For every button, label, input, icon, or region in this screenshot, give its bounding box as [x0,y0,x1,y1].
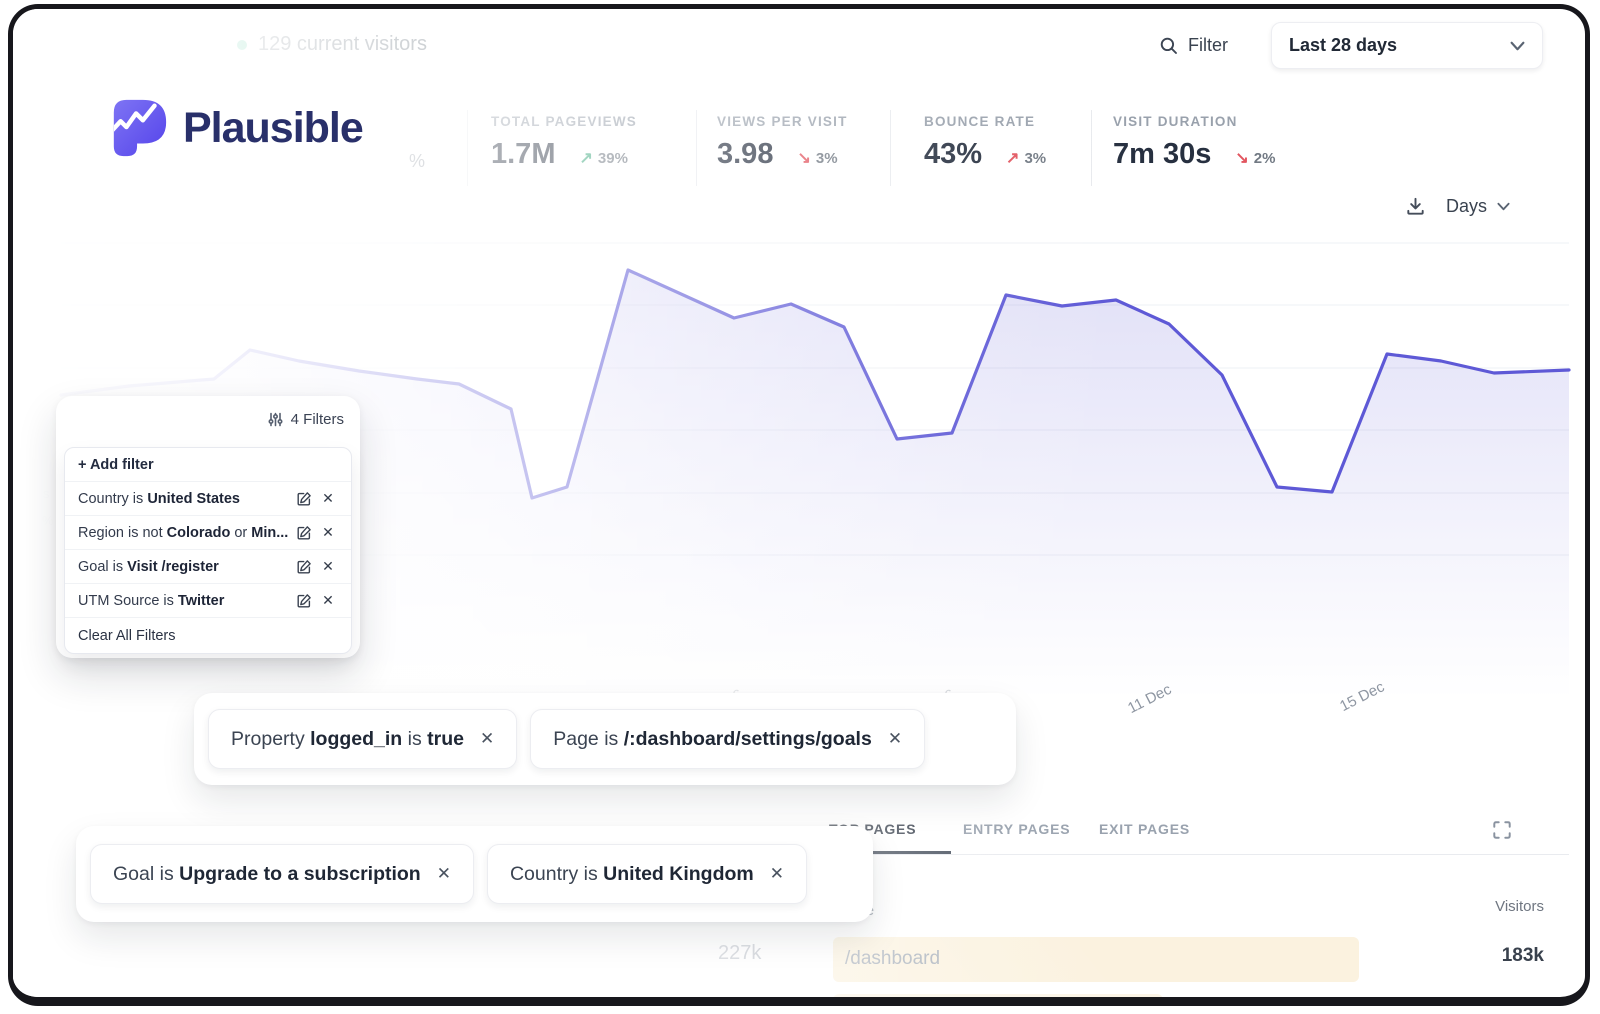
filters-menu: + Add filter Country is United States ✕ Reg… [64,447,352,654]
filter-pill-label: Property logged_in is true [231,727,464,750]
interval-label: Days [1446,196,1488,216]
filter-pill[interactable]: Property logged_in is true ✕ [208,709,518,769]
filter-pill[interactable]: Page is /:dashboard/settings/goals ✕ [530,709,926,769]
chevron-down-icon [1497,202,1510,211]
filter-pill[interactable]: Goal is Upgrade to a subscription ✕ [90,844,474,904]
filter-item[interactable]: Goal is Visit /register ✕ [65,550,351,584]
dashboard-frame: 129 current visitors Filter Last 28 days [8,4,1590,1006]
add-filter-label: + Add filter [78,456,154,473]
add-filter-item[interactable]: + Add filter [65,448,351,482]
filter-item[interactable]: UTM Source is Twitter ✕ [65,584,351,618]
brand-wordmark: Plausible [183,103,364,152]
sliders-icon [268,412,283,427]
filter-pill-label: Page is /:dashboard/settings/goals [553,727,872,750]
edit-icon[interactable] [294,557,314,577]
filter-pill[interactable]: Country is United Kingdom ✕ [486,844,807,904]
close-icon[interactable]: ✕ [887,729,903,748]
filter-item[interactable]: Region is not Colorado or Min... ✕ [65,516,351,550]
close-icon[interactable]: ✕ [436,864,451,883]
filter-pillbar-1: Property logged_in is true ✕ Page is /:das… [194,693,1016,785]
edit-icon[interactable] [294,489,314,509]
edit-icon[interactable] [294,523,314,543]
clear-all-filters[interactable]: Clear All Filters [65,618,351,653]
filters-count-button[interactable]: 4 Filters [268,411,344,428]
close-icon[interactable]: ✕ [322,558,334,574]
filter-item-label: UTM Source is Twitter [78,592,225,609]
filter-pill-label: Country is United Kingdom [509,862,754,885]
filter-pill-label: Goal is Upgrade to a subscription [113,862,421,885]
close-icon[interactable]: ✕ [769,864,784,883]
brand: Plausible [108,97,364,159]
filter-item-label: Country is United States [78,490,240,507]
close-icon[interactable]: ✕ [322,490,334,506]
filters-popup: 4 Filters + Add filter Country is United … [56,396,360,658]
filters-count-label: 4 Filters [290,411,344,428]
filter-item-label: Goal is Visit /register [78,558,219,575]
interval-control[interactable]: Days [1404,195,1510,218]
filter-item[interactable]: Country is United States ✕ [65,482,351,516]
filter-item-label: Region is not Colorado or Min... [78,524,289,541]
edit-icon[interactable] [294,591,314,611]
close-icon[interactable]: ✕ [322,524,334,540]
clear-all-filters-label: Clear All Filters [78,627,176,644]
plausible-logo-icon [108,97,170,159]
close-icon[interactable]: ✕ [479,729,495,748]
close-icon[interactable]: ✕ [322,592,334,608]
download-icon[interactable] [1404,195,1427,218]
filter-pillbar-2: Goal is Upgrade to a subscription ✕ Countr… [76,826,873,922]
